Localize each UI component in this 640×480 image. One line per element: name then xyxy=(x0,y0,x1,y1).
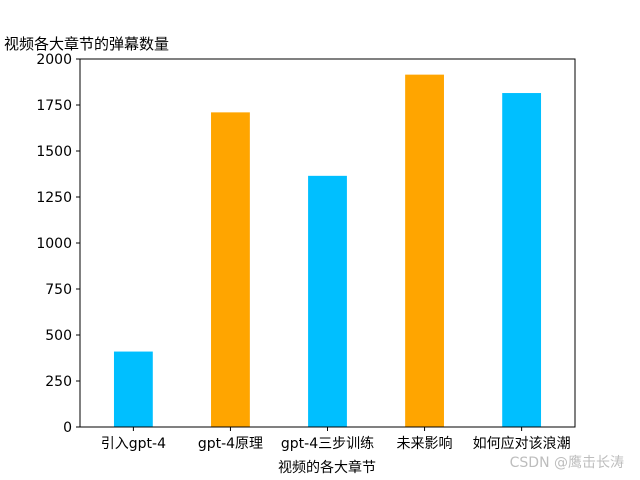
chart-title: 视频各大章节的弹幕数量 xyxy=(4,35,169,53)
x-tick-label-3: 未来影响 xyxy=(397,436,453,452)
watermark: CSDN @鹰击长涛 xyxy=(510,455,624,471)
x-tick-label-1: gpt-4原理 xyxy=(198,436,263,452)
plot-frame xyxy=(79,58,576,428)
bar-3 xyxy=(405,74,444,427)
bar-4 xyxy=(502,93,542,427)
y-tick-label-8: 2000 xyxy=(36,52,72,68)
bar-2 xyxy=(308,175,347,427)
bars-group xyxy=(113,74,542,428)
x-axis-label: 视频的各大章节 xyxy=(278,459,376,476)
x-axis: 引入gpt-4 gpt-4原理 gpt-4三步训练 未来影响 如何应对该浪潮 xyxy=(101,427,571,452)
bar-0 xyxy=(113,351,153,427)
y-axis: 0 250 500 750 1000 1250 1500 1750 2000 xyxy=(36,52,80,436)
y-tick-label-0: 0 xyxy=(63,420,72,436)
y-tick-label-3: 750 xyxy=(45,282,72,298)
y-tick-label-7: 1750 xyxy=(36,98,72,114)
y-tick-label-5: 1250 xyxy=(36,190,72,206)
y-tick-label-4: 1000 xyxy=(36,236,72,252)
y-tick-label-1: 250 xyxy=(45,374,72,390)
x-tick-label-0: 引入gpt-4 xyxy=(101,436,166,452)
x-tick-label-4: 如何应对该浪潮 xyxy=(473,435,571,452)
bar-1 xyxy=(211,112,250,428)
x-tick-label-2: gpt-4三步训练 xyxy=(281,436,374,452)
y-tick-label-2: 500 xyxy=(45,328,72,344)
y-tick-label-6: 1500 xyxy=(36,144,72,160)
